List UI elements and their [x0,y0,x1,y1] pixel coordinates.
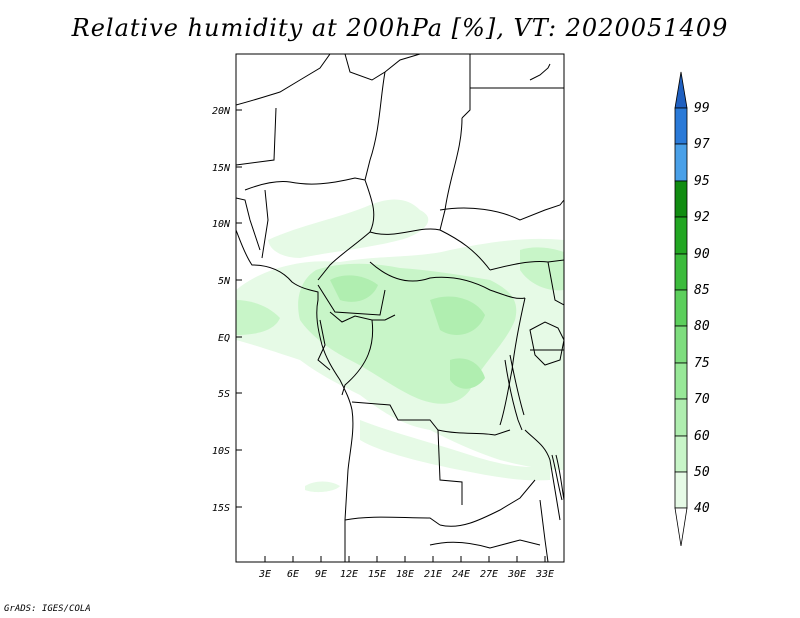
colorbar-cell-80-85 [674,289,688,327]
colorbar-cell-40-50 [674,471,688,509]
border-chad-sudan [439,117,463,231]
border-angola-namibia [344,516,441,526]
lon-label-24e: 24E [452,569,470,580]
lake-malawi [551,454,564,501]
humidity-area-dark3 [450,358,485,389]
lat-label-10n: 10N [212,219,231,230]
border-sudan-south [439,199,564,221]
colorbar-cell-60-70 [674,398,688,437]
colorbar-label-75: 75 [694,356,710,371]
lon-label-6e: 6E [287,569,299,580]
colorbar-label-80: 80 [694,319,710,334]
lat-label-15s: 15S [212,503,230,514]
humidity-area-dark1 [330,275,378,302]
border-cameroon-gabon [317,284,386,316]
colorbar-cap-top [674,71,688,109]
longitude-axis: 3E 6E 9E 12E 15E 18E 21E 24E 27E 30E 33E [258,556,554,580]
lat-label-15n: 15N [212,163,231,174]
lon-label-18e: 18E [396,569,414,580]
colorbar-cell-50-60 [674,435,688,473]
colorbar-label-85: 85 [694,283,710,298]
colorbar-cell-95-97 [674,143,688,182]
humidity-shading [236,199,564,493]
border-angola-drc [351,401,511,436]
lon-label-30e: 30E [507,569,526,580]
lon-label-12e: 12E [340,569,358,580]
lat-label-5s: 5S [218,389,230,400]
border-angola-zambia [437,429,463,505]
border-zambia-south [439,479,536,527]
colorbar-cell-92-95 [674,180,688,218]
colorbar-label-99: 99 [694,101,710,116]
colorbar-label-60: 60 [694,429,710,444]
lon-label-27e: 27E [480,569,498,580]
lon-label-9e: 9E [315,569,327,580]
colorbar-cell-85-90 [674,253,688,291]
border-libya-chad [461,54,471,119]
colorbar-cell-75-80 [674,325,688,364]
colorbar-label-50: 50 [694,465,710,480]
humidity-area-south [360,420,550,481]
lon-label-33e: 33E [535,569,554,580]
border-gabon-congo [317,319,331,371]
colorbar-label-70: 70 [694,392,710,407]
colorbar-label-92: 92 [694,210,710,225]
border-mali-niger [236,107,277,166]
red-sea-coast [529,63,551,81]
humidity-area-north [268,199,429,258]
colorbar-cell-90-92 [674,216,688,255]
lat-label-10s: 10S [212,446,230,457]
colorbar-label-90: 90 [694,247,710,262]
map-frame [235,53,565,563]
coastline-west [236,229,354,562]
border-niger-algeria [344,54,421,81]
border-nigeria-cameroon [317,179,375,281]
border-niger-chad [364,71,386,181]
lon-label-15e: 15E [368,569,386,580]
map-title: Relative humidity at 200hPa [%], VT: 202… [71,14,729,42]
latitude-axis: 20N 15N 10N 5N EQ 5S 10S 15S [212,106,242,514]
coastline-guinea [236,197,261,251]
border-sahara-north [236,54,331,106]
border-car-drc [369,261,526,299]
lake-victoria-shore [529,321,564,366]
border-tanzania-east [524,429,561,521]
colorbar-cap-bottom [674,507,688,547]
humidity-area-southwest [305,481,340,493]
border-niger-nigeria [244,177,366,191]
colorbar-cell-70-75 [674,362,688,400]
border-south-sudan [489,259,564,271]
colorbar-cell-97-99 [674,107,688,145]
border-chad-car [369,228,491,271]
lon-label-21e: 21E [424,569,442,580]
lat-label-5n: 5N [218,276,231,287]
border-uganda-kenya [547,261,564,306]
lake-tanganyika [504,354,525,431]
colorbar-label-97: 97 [694,137,710,152]
border-nigeria-benin [261,189,269,259]
border-mozambique [539,499,549,562]
border-drc-east [499,297,526,426]
footer-credit: GrADS: IGES/COLA [4,604,91,614]
humidity-area-dark2 [430,296,485,335]
humidity-area-mid2 [236,300,280,335]
colorbar-labels: 99 97 95 92 90 85 80 75 70 60 50 40 [694,101,710,516]
lat-label-eq: EQ [218,333,230,344]
colorbar-label-40: 40 [694,501,710,516]
lon-label-3e: 3E [258,569,271,580]
colorbar [674,71,688,547]
border-congo-drc [341,319,374,396]
border-zimbabwe [429,539,541,549]
humidity-area-mid3 [520,247,564,291]
country-borders [236,54,564,562]
lat-label-20n: 20N [212,106,231,117]
colorbar-label-95: 95 [694,174,710,189]
border-congo [329,311,396,323]
